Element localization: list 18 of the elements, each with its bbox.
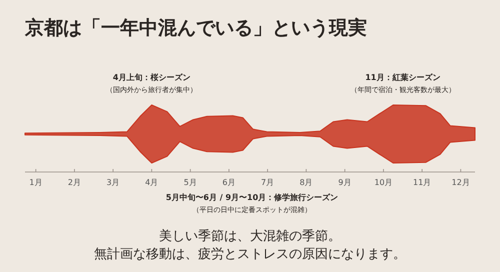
chart-title: 京都は「一年中混んでいる」という現実 (24, 17, 367, 39)
x-tick-label: 4月 (145, 178, 158, 187)
text: 無計画な移動は、疲労とストレスの原因になります。 (94, 247, 406, 262)
x-tick-label: 11月 (412, 178, 432, 187)
x-tick-label: 8月 (300, 178, 313, 187)
x-tick-label: 12月 (452, 178, 470, 187)
x-tick-label: 1月 (29, 178, 42, 187)
text: 美しい季節は、大混雑の季節。 (159, 228, 341, 244)
x-tick-label: 10月 (374, 178, 393, 187)
x-tick-label: 2月 (68, 178, 81, 187)
text: 4月上旬：桜シーズン (112, 73, 190, 82)
x-tick-label: 6月 (222, 178, 236, 187)
x-tick-label: 7月 (261, 178, 274, 187)
x-tick-label: 3月 (106, 178, 120, 187)
text: 5月中旬〜6月 / 9月〜10月：修学旅行シーズン (166, 193, 338, 202)
x-tick-label: 5月 (184, 178, 197, 187)
x-tick-label: 9月 (338, 178, 352, 187)
text: 11月：紅葉シーズン (365, 73, 440, 82)
